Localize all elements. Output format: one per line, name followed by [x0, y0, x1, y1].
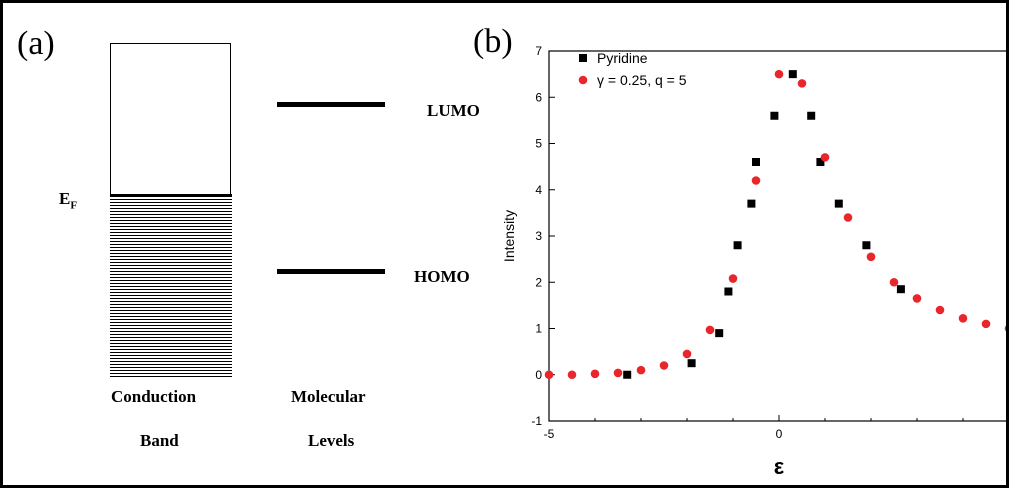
conduction-band-filled [110, 196, 232, 378]
caption-levels: Levels [308, 431, 355, 450]
y-tick-label: 3 [535, 229, 542, 243]
fit-point [774, 69, 784, 79]
x-axis-label: ε [774, 454, 785, 479]
fermi-level-line [110, 194, 232, 196]
fit-point [958, 314, 968, 323]
lumo-label: LUMO [427, 101, 480, 120]
fit-point [751, 176, 761, 185]
pyridine-point [752, 158, 760, 166]
pyridine-point [770, 111, 779, 120]
conduction-band-empty [110, 43, 231, 195]
fit-point [866, 252, 876, 262]
fit-point [889, 277, 899, 287]
legend-marker-pyridine [579, 54, 587, 62]
caption-conduction: Conduction [111, 387, 197, 406]
fit-point [544, 370, 554, 380]
y-axis: -1 0 1 2 3 4 5 6 7 [531, 44, 555, 428]
y-axis-label: Intensity [501, 210, 517, 262]
fit-point [682, 349, 692, 359]
pyridine-point [623, 370, 632, 379]
legend: Pyridine γ = 0.25, q = 5 [578, 50, 687, 88]
x-axis: -505 [544, 415, 1006, 441]
fit-point [613, 368, 623, 378]
pyridine-point [788, 70, 797, 79]
fit-point [567, 370, 577, 380]
y-tick-label: 5 [535, 137, 542, 151]
fit-point [636, 365, 646, 375]
y-tick-label: 1 [535, 322, 542, 336]
lumo-level [277, 102, 385, 107]
legend-label: γ = 0.25, q = 5 [597, 72, 687, 88]
fit-point [797, 79, 807, 88]
y-tick-label: 7 [535, 44, 542, 58]
data-points [544, 69, 1006, 380]
fit-point [728, 274, 738, 283]
pyridine-point [862, 241, 871, 250]
pyridine-point [834, 199, 843, 208]
pyridine-point [896, 285, 905, 294]
fit-point [705, 325, 715, 335]
pyridine-point [733, 241, 742, 250]
homo-level [277, 269, 385, 274]
fit-point [843, 213, 853, 222]
fit-point [981, 319, 991, 329]
pyridine-point [807, 111, 816, 120]
fit-point [659, 361, 669, 370]
y-tick-label: 4 [535, 183, 542, 197]
caption-molecular: Molecular [291, 387, 366, 406]
pyridine-point [724, 287, 733, 296]
panel-a-label: (a) [17, 25, 55, 62]
caption-band: Band [140, 431, 179, 450]
panel-b-label: (b) [473, 23, 513, 60]
pyridine-point [816, 158, 825, 166]
x-tick-label: -5 [544, 427, 555, 441]
fit-point [590, 369, 600, 379]
x-tick-label: 0 [776, 427, 783, 441]
pyridine-point [715, 329, 724, 338]
fit-point [935, 305, 945, 315]
fit-point [820, 153, 830, 162]
y-tick-label: -1 [531, 414, 542, 428]
legend-marker-fit [578, 75, 588, 85]
homo-label: HOMO [414, 267, 470, 286]
pyridine-point [687, 359, 696, 368]
plot-frame [548, 50, 1006, 422]
legend-label: Pyridine [597, 50, 648, 66]
pyridine-point [747, 199, 756, 208]
fermi-level-label: EF [59, 189, 78, 212]
y-tick-label: 6 [535, 90, 542, 104]
y-tick-label: 2 [535, 275, 542, 289]
fit-point [912, 294, 922, 303]
y-tick-label: 0 [535, 368, 542, 382]
fit-point [1004, 325, 1006, 332]
